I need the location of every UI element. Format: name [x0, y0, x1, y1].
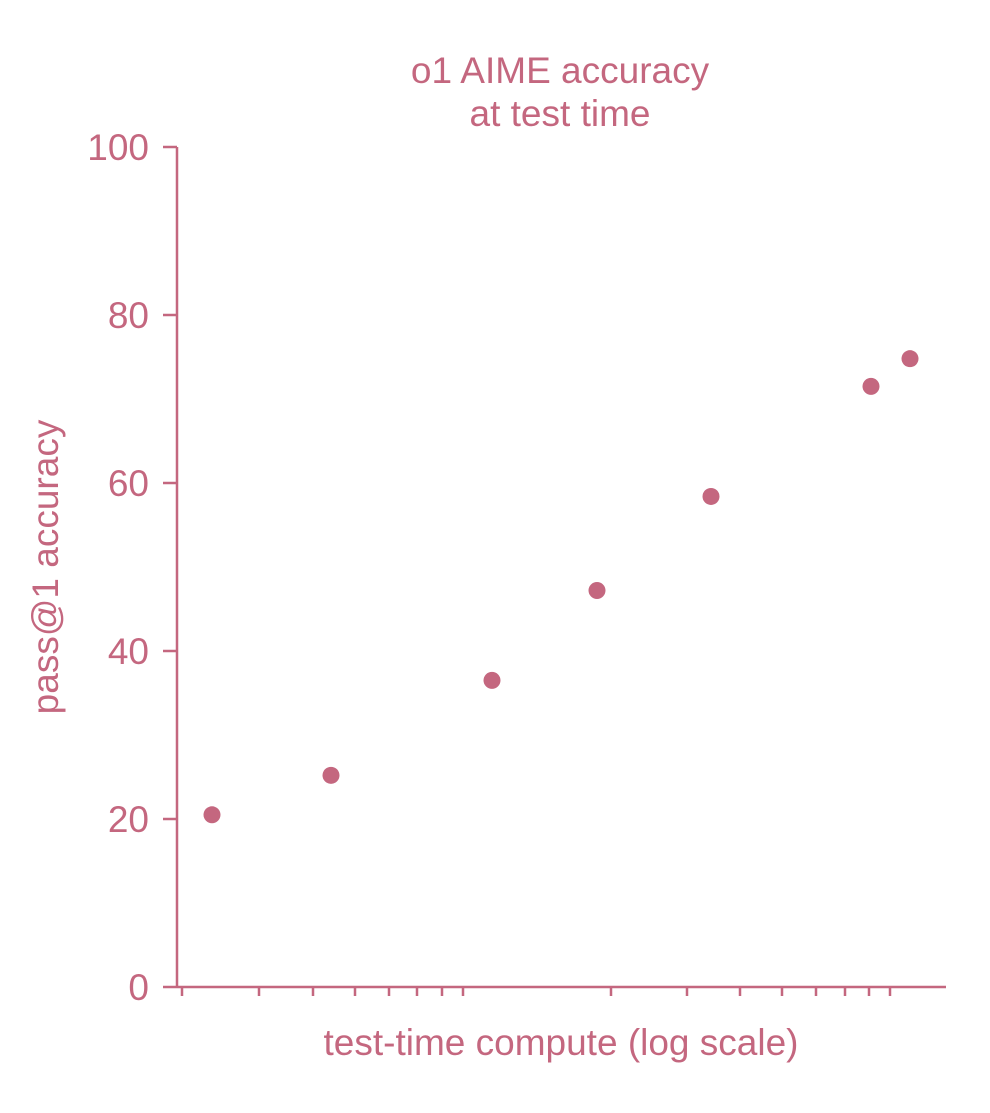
y-tick-label: 80	[108, 295, 149, 336]
data-point	[203, 806, 221, 824]
y-tick-label: 60	[108, 463, 149, 504]
data-point	[483, 671, 501, 689]
y-tick-label: 20	[108, 799, 149, 840]
data-point	[322, 766, 340, 784]
x-axis	[177, 985, 946, 996]
data-point	[862, 377, 880, 395]
data-point	[702, 487, 720, 505]
chart-title-line-1: o1 AIME accuracy	[411, 50, 710, 91]
data-points	[203, 350, 919, 824]
y-axis-label: pass@1 accuracy	[25, 419, 66, 714]
y-axis: 0 20 40 60 80 100	[87, 127, 179, 1008]
chart-title: o1 AIME accuracy at test time	[411, 50, 710, 134]
y-tick-label: 0	[128, 967, 149, 1008]
y-tick-label: 100	[87, 127, 149, 168]
x-axis-label: test-time compute (log scale)	[323, 1022, 798, 1063]
data-point	[588, 582, 606, 600]
data-point	[901, 350, 919, 368]
y-tick-label: 40	[108, 631, 149, 672]
chart-title-line-2: at test time	[470, 93, 651, 134]
